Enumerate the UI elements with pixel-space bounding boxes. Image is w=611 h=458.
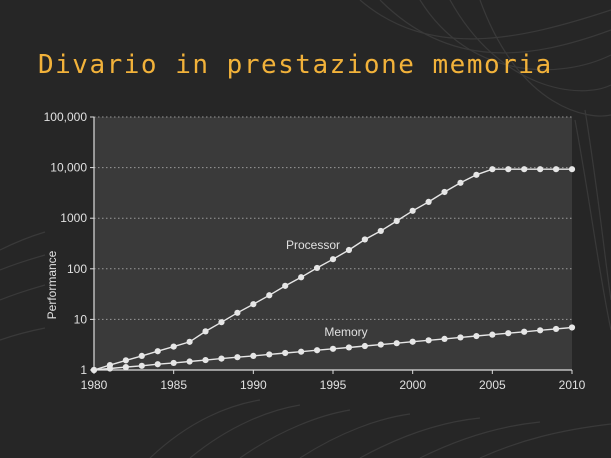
data-point-processor [329, 256, 337, 263]
data-point-memory [313, 347, 321, 354]
data-point-processor [186, 338, 193, 345]
data-point-memory [329, 345, 337, 352]
data-point-processor [202, 328, 209, 335]
data-point-memory [202, 356, 209, 364]
data-point-processor [122, 357, 129, 364]
data-point-memory [521, 328, 528, 335]
data-point-memory [106, 365, 114, 372]
data-point-memory [345, 344, 353, 351]
data-point-memory [234, 354, 241, 361]
series-layer: Processor Memory [90, 166, 576, 374]
x-tick-label: 2000 [399, 378, 426, 392]
data-point-memory [138, 362, 145, 369]
data-point-processor [170, 343, 177, 350]
y-tick-label: 100 [67, 262, 87, 276]
data-point-memory [552, 325, 560, 333]
data-point-processor [138, 352, 145, 359]
data-point-memory [298, 348, 305, 355]
y-tick-labels: 1 10 100 1000 10,000 100,000 [44, 110, 94, 377]
data-point-processor [552, 166, 560, 173]
y-axis-label: Performance [45, 250, 59, 319]
x-tick-label: 1995 [320, 378, 347, 392]
data-point-memory [218, 355, 225, 362]
data-point-memory [154, 361, 161, 368]
data-point-processor [298, 274, 305, 281]
data-point-processor [489, 166, 496, 173]
data-point-memory [505, 330, 512, 337]
data-point-processor [250, 301, 257, 308]
x-tick-label: 1990 [240, 378, 267, 392]
data-point-memory [489, 331, 496, 338]
y-tick-label: 10 [74, 312, 88, 326]
data-point-memory [568, 324, 576, 331]
data-point-memory [361, 342, 368, 350]
data-point-memory [266, 351, 273, 358]
data-point-processor [218, 319, 225, 326]
data-point-processor [154, 348, 161, 355]
data-point-memory [441, 335, 448, 342]
data-point-processor [313, 264, 321, 272]
data-point-processor [234, 309, 241, 316]
data-point-memory [282, 349, 289, 357]
data-point-processor [393, 217, 400, 225]
series-processor [90, 166, 576, 374]
slide-title: Divario in prestazione memoria [38, 50, 553, 80]
x-tick-label: 2005 [479, 378, 506, 392]
data-point-memory [409, 338, 416, 345]
data-point-memory [473, 332, 480, 340]
data-point-memory [90, 366, 98, 374]
x-tick-label: 1985 [160, 378, 187, 392]
data-point-processor [282, 282, 289, 289]
data-point-processor [457, 179, 464, 186]
data-point-processor [425, 198, 432, 205]
x-tick-label: 2010 [559, 378, 586, 392]
data-point-processor [473, 171, 480, 178]
series-label-memory: Memory [324, 325, 367, 339]
series-memory [90, 324, 576, 374]
data-point-memory [393, 340, 400, 347]
data-point-memory [425, 337, 432, 344]
data-point-processor [266, 292, 273, 299]
y-tick-label: 1000 [60, 211, 87, 225]
data-point-processor [521, 166, 528, 173]
data-point-processor [361, 236, 368, 243]
data-point-processor [441, 188, 448, 196]
data-point-processor [377, 227, 384, 235]
data-point-processor [505, 166, 512, 173]
data-point-memory [537, 327, 544, 334]
data-point-memory [377, 341, 384, 348]
data-point-memory [122, 364, 129, 371]
y-tick-label: 1 [80, 363, 87, 377]
series-label-processor: Processor [286, 238, 340, 252]
data-point-processor [345, 246, 353, 254]
y-tick-label: 10,000 [50, 161, 87, 175]
data-point-memory [250, 352, 257, 359]
data-point-processor [409, 207, 416, 214]
data-point-processor [537, 166, 544, 173]
data-point-memory [186, 358, 193, 365]
y-tick-label: 100,000 [44, 110, 88, 124]
x-tick-label: 1980 [81, 378, 108, 392]
x-tick-labels: 1980 1985 1990 1995 2000 2005 2010 [81, 370, 586, 392]
data-point-processor [568, 166, 576, 173]
plot-area [94, 117, 572, 370]
data-point-memory [170, 359, 177, 367]
data-point-memory [457, 334, 464, 341]
